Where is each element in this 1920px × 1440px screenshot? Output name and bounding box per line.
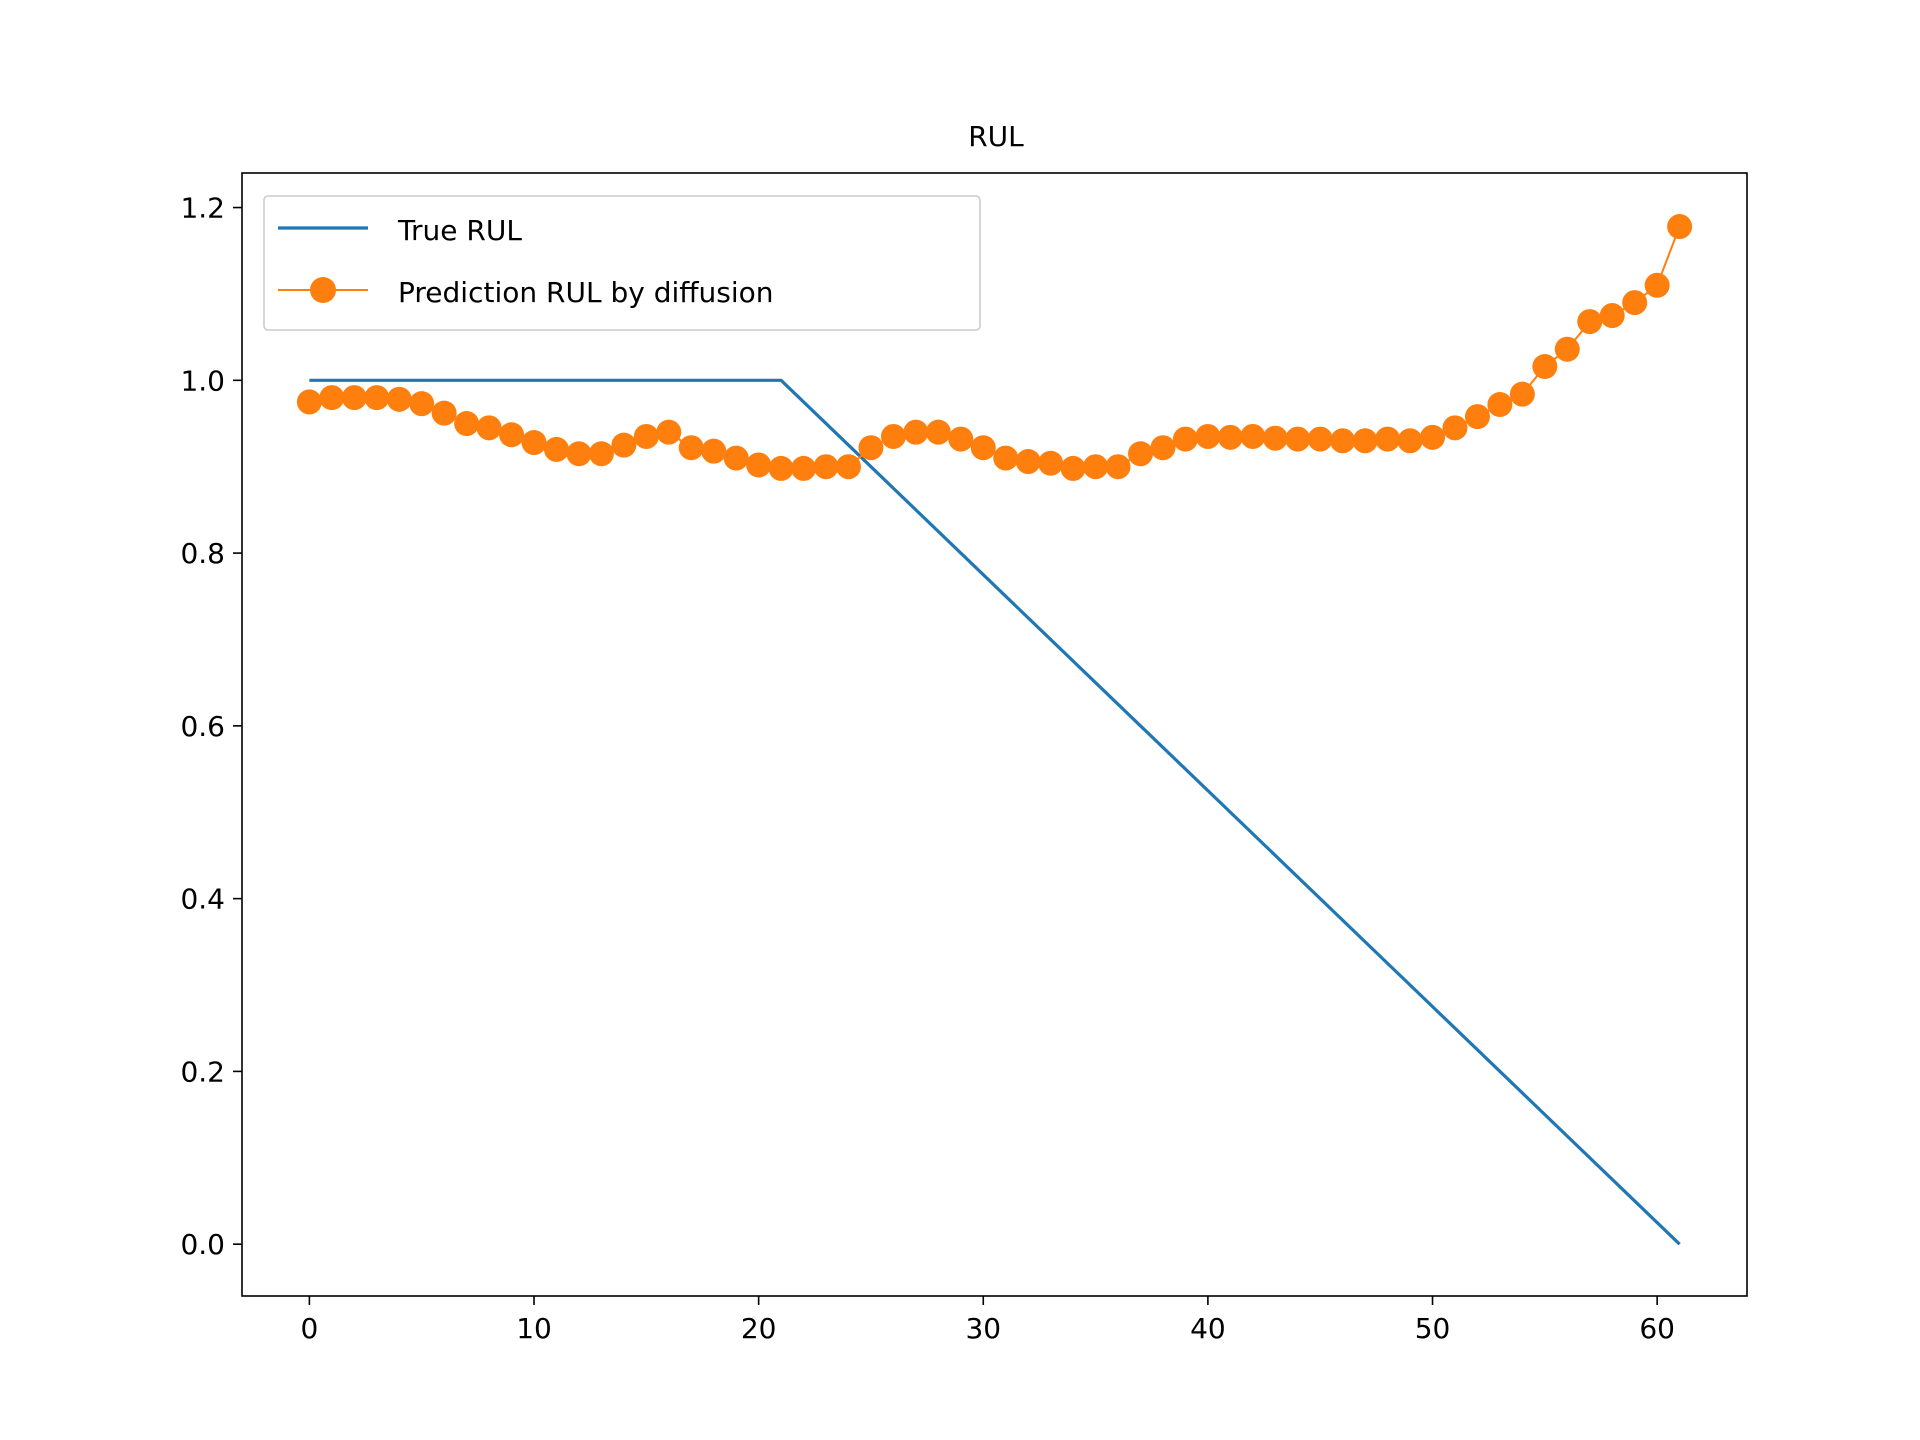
prediction-rul-point bbox=[1442, 415, 1468, 441]
prediction-rul-point bbox=[1622, 290, 1648, 316]
prediction-rul-point bbox=[1150, 435, 1176, 461]
prediction-rul-point bbox=[656, 419, 682, 445]
y-tick-label: 0.4 bbox=[180, 883, 225, 916]
prediction-rul-point bbox=[521, 430, 547, 456]
prediction-rul-point bbox=[1105, 454, 1131, 480]
prediction-rul-point bbox=[1217, 424, 1243, 450]
y-tick-label: 0.6 bbox=[180, 710, 225, 743]
prediction-rul-point bbox=[791, 455, 817, 481]
prediction-rul-point bbox=[1285, 426, 1311, 452]
x-tick-label: 50 bbox=[1415, 1312, 1451, 1345]
prediction-rul-point bbox=[903, 419, 929, 445]
y-tick-label: 0.2 bbox=[180, 1055, 225, 1088]
y-tick-label: 0.0 bbox=[180, 1228, 225, 1261]
prediction-rul-point bbox=[1015, 449, 1041, 475]
prediction-rul-point bbox=[386, 386, 412, 412]
prediction-rul-point bbox=[1352, 428, 1378, 454]
prediction-rul-point bbox=[1420, 424, 1446, 450]
x-axis: 0 10 20 30 40 50 60 bbox=[300, 1296, 1675, 1345]
x-tick-label: 60 bbox=[1639, 1312, 1675, 1345]
prediction-rul-point bbox=[1397, 428, 1423, 454]
x-tick-label: 40 bbox=[1190, 1312, 1226, 1345]
prediction-rul-point bbox=[701, 438, 727, 464]
chart-title: RUL bbox=[968, 120, 1024, 153]
prediction-rul-point bbox=[1262, 425, 1288, 451]
prediction-rul-point bbox=[454, 411, 480, 437]
prediction-rul-point bbox=[364, 385, 390, 411]
prediction-rul-point bbox=[611, 432, 637, 458]
prediction-rul-point bbox=[476, 415, 502, 441]
prediction-rul-point bbox=[1487, 392, 1513, 418]
prediction-rul-point bbox=[723, 445, 749, 471]
prediction-rul-point bbox=[1307, 426, 1333, 452]
prediction-rul-point bbox=[948, 426, 974, 452]
y-axis: 0.0 0.2 0.4 0.6 0.8 1.0 1.2 bbox=[180, 192, 242, 1261]
prediction-rul-point bbox=[1554, 336, 1580, 362]
prediction-rul-point bbox=[858, 435, 884, 461]
prediction-rul-point bbox=[746, 452, 772, 478]
legend: True RUL Prediction RUL by diffusion bbox=[263, 195, 981, 331]
prediction-rul-point bbox=[566, 441, 592, 467]
prediction-rul-point bbox=[1667, 214, 1693, 240]
true-rul-line bbox=[309, 378, 1681, 1246]
prediction-rul-point bbox=[1464, 404, 1490, 430]
prediction-rul-point bbox=[678, 435, 704, 461]
prediction-rul-point bbox=[1038, 450, 1064, 476]
prediction-rul-point bbox=[1330, 428, 1356, 454]
prediction-rul-point bbox=[925, 419, 951, 445]
prediction-rul-point bbox=[1532, 354, 1558, 380]
x-tick-label: 20 bbox=[741, 1312, 777, 1345]
x-tick-label: 30 bbox=[965, 1312, 1001, 1345]
prediction-rul-point bbox=[1060, 455, 1086, 481]
legend-frame bbox=[263, 195, 981, 331]
legend-true-rul-label: True RUL bbox=[397, 214, 522, 247]
prediction-rul-point bbox=[1599, 303, 1625, 329]
y-tick-label: 0.8 bbox=[180, 537, 225, 570]
legend-prediction-marker-icon bbox=[310, 277, 336, 303]
prediction-rul-point bbox=[319, 385, 345, 411]
prediction-rul-point bbox=[409, 391, 435, 417]
prediction-rul-point bbox=[588, 441, 614, 467]
x-tick-label: 10 bbox=[516, 1312, 552, 1345]
prediction-rul-point bbox=[1172, 426, 1198, 452]
prediction-rul-point bbox=[1128, 441, 1154, 467]
prediction-rul-point bbox=[1644, 272, 1670, 298]
prediction-rul-point bbox=[880, 423, 906, 449]
prediction-rul-point bbox=[1195, 423, 1221, 449]
prediction-rul-point bbox=[1375, 426, 1401, 452]
prediction-rul-point bbox=[499, 422, 525, 448]
plot-area-frame bbox=[241, 172, 1748, 1297]
y-tick-label: 1.0 bbox=[180, 364, 225, 397]
prediction-rul-point bbox=[1577, 309, 1603, 335]
y-tick-label: 1.2 bbox=[180, 192, 225, 225]
x-tick-label: 0 bbox=[300, 1312, 318, 1345]
prediction-rul-point bbox=[835, 454, 861, 480]
prediction-rul-point bbox=[768, 455, 794, 481]
prediction-rul-point bbox=[1083, 454, 1109, 480]
prediction-rul-point bbox=[341, 385, 367, 411]
legend-prediction-label: Prediction RUL by diffusion bbox=[398, 276, 774, 309]
prediction-rul-point bbox=[633, 423, 659, 449]
prediction-rul-point bbox=[813, 454, 839, 480]
series-layer bbox=[296, 214, 1693, 1246]
prediction-rul-point bbox=[543, 436, 569, 462]
prediction-rul-point bbox=[1509, 381, 1535, 407]
prediction-rul-point bbox=[993, 445, 1019, 471]
prediction-rul-point bbox=[431, 400, 457, 426]
prediction-rul-point bbox=[970, 435, 996, 461]
prediction-rul-point bbox=[296, 389, 322, 415]
prediction-rul-point bbox=[1240, 423, 1266, 449]
